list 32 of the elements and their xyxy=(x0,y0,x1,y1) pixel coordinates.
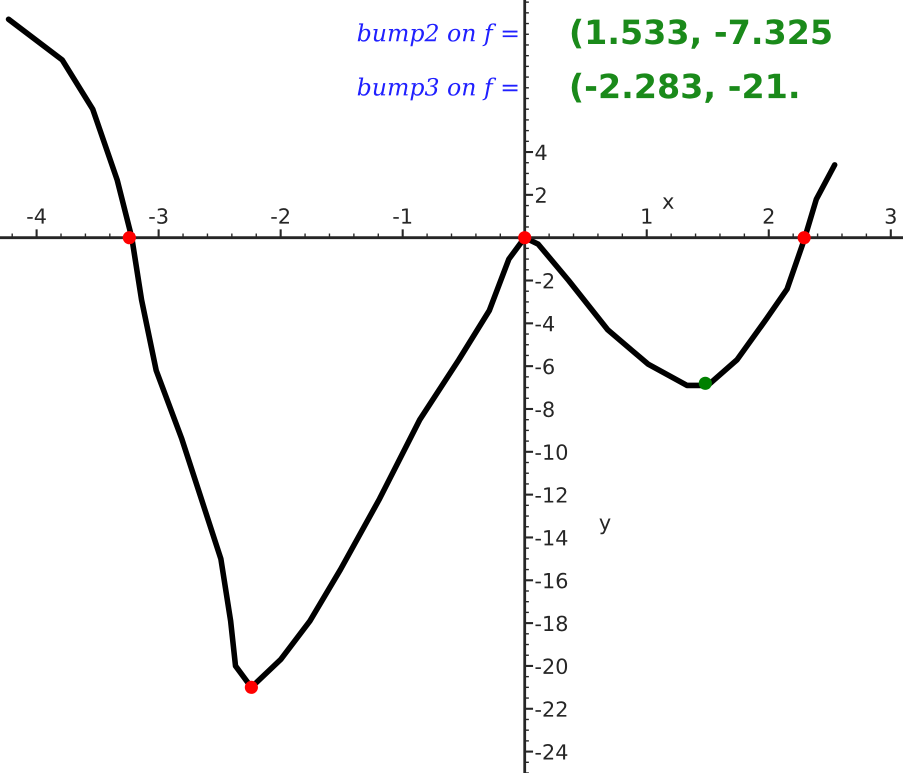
y-tick-label: -2 xyxy=(535,272,554,288)
x-tick-label: -1 xyxy=(393,208,412,224)
x-tick-label: 3 xyxy=(886,208,896,224)
y-tick-label: -16 xyxy=(535,572,568,588)
y-tick-label: 4 xyxy=(535,144,547,160)
y-tick-label: -4 xyxy=(535,316,554,332)
y-axis-title: y xyxy=(599,518,611,534)
y-tick-label: -6 xyxy=(535,358,554,374)
annotation: (-2.283, -21. xyxy=(572,72,798,103)
point xyxy=(244,680,258,694)
annotation: bump3 on f = xyxy=(358,77,518,100)
annotation: bump2 on f = xyxy=(358,23,518,46)
y-tick-label: -10 xyxy=(535,444,568,460)
y-tick-label: -14 xyxy=(535,530,568,546)
point xyxy=(798,231,811,244)
x-tick-label: -3 xyxy=(149,208,168,224)
x-tick-label: 1 xyxy=(642,208,652,224)
y-tick-label: 2 xyxy=(536,187,546,203)
y-tick-label: -12 xyxy=(535,487,566,503)
point xyxy=(698,376,712,390)
x-tick-label: -4 xyxy=(27,208,46,224)
x-axis-title: x xyxy=(662,197,674,209)
y-tick-label: -18 xyxy=(535,616,568,632)
y-tick-label: -8 xyxy=(535,401,554,418)
x-tick-label: -2 xyxy=(271,208,289,224)
y-tick-label: -20 xyxy=(535,658,568,674)
point xyxy=(122,231,136,244)
annotation: (1.533, -7.325 xyxy=(572,18,831,49)
y-tick-label: -22 xyxy=(535,701,566,717)
x-tick-label: 2 xyxy=(764,208,774,224)
point xyxy=(518,231,532,244)
y-tick-label: -24 xyxy=(535,744,568,760)
